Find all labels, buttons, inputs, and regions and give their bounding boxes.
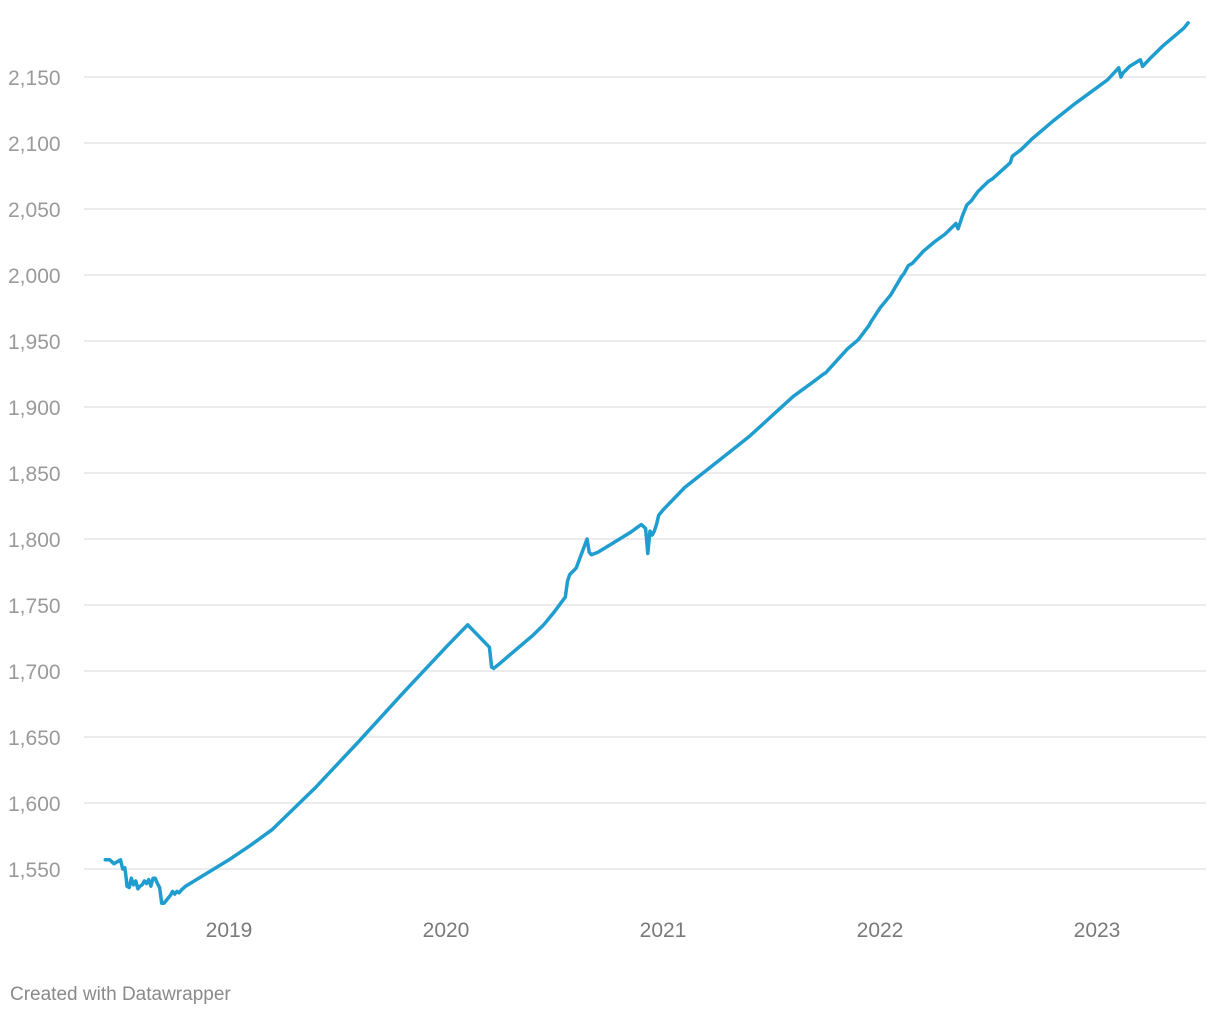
y-tick-label: 1,800 [8,529,61,552]
chart-credit: Created with Datawrapper [10,984,231,1005]
y-tick-label: 2,100 [8,133,61,156]
y-tick-label: 1,900 [8,397,61,420]
y-tick-label: 2,150 [8,67,61,90]
series-line [103,21,1190,906]
y-tick-label: 2,000 [8,265,61,288]
y-tick-label: 1,550 [8,859,61,882]
x-tick-label: 2021 [640,919,687,942]
line-chart: 1,550 1,600 1,650 1,700 1,750 1,800 1,850 1,900… [8,21,1206,942]
y-tick-label: 1,850 [8,463,61,486]
series-layer [103,21,1190,906]
x-tick-label: 2019 [206,919,253,942]
y-tick-label: 1,650 [8,727,61,750]
x-tick-label: 2023 [1074,919,1121,942]
gridlines [84,76,1206,870]
y-tick-label: 1,700 [8,661,61,684]
y-tick-label: 1,600 [8,793,61,816]
x-tick-label: 2022 [857,919,904,942]
x-axis-tick-labels: 2019 2020 2021 2022 2023 [206,919,1121,942]
y-axis-tick-labels: 1,550 1,600 1,650 1,700 1,750 1,800 1,850 1,900… [8,67,61,882]
y-tick-label: 1,950 [8,331,61,354]
y-tick-label: 1,750 [8,595,61,618]
y-tick-label: 2,050 [8,199,61,222]
x-tick-label: 2020 [423,919,470,942]
